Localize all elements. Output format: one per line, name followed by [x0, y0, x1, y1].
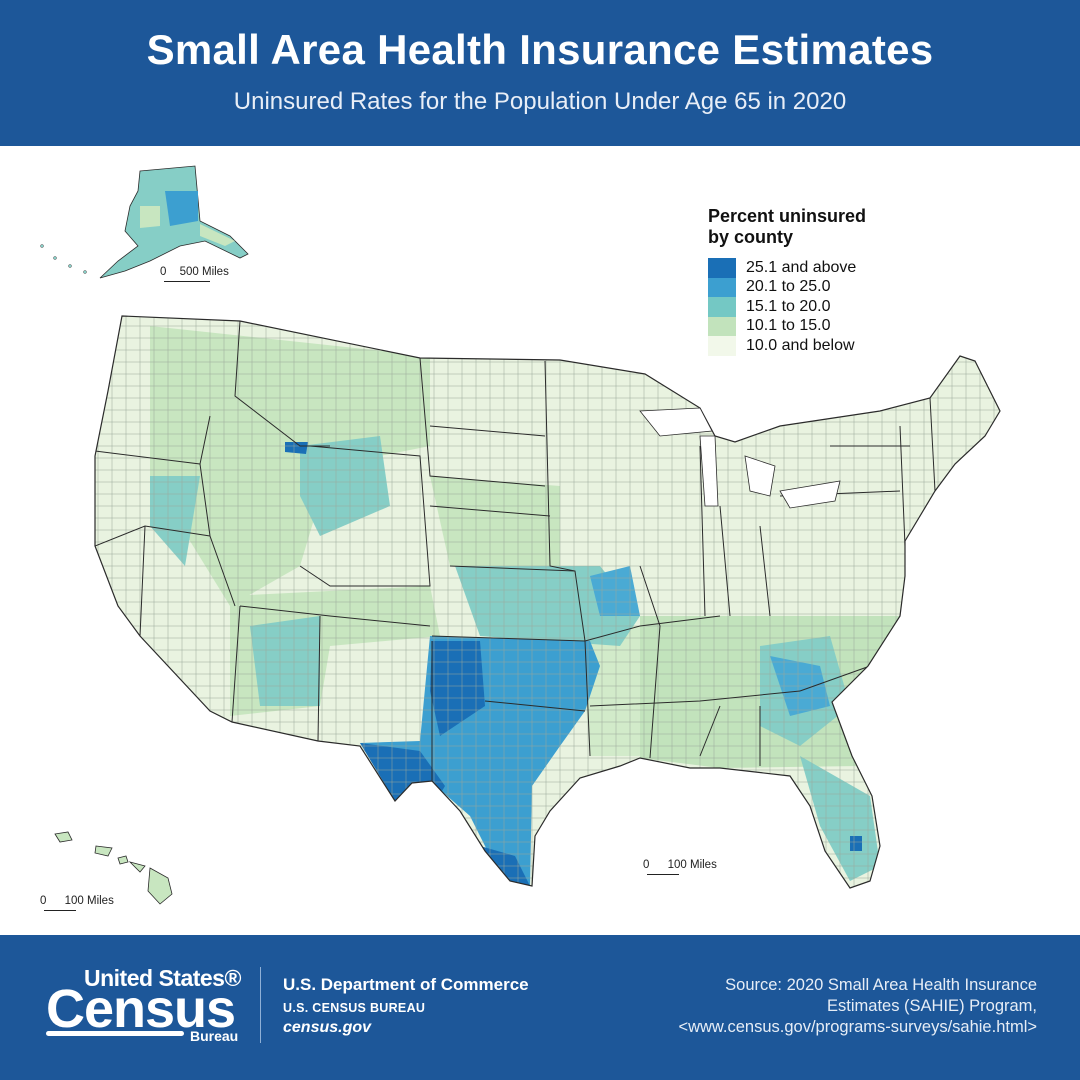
legend-item: 20.1 to 25.0	[708, 277, 928, 297]
page-title: Small Area Health Insurance Estimates	[146, 26, 934, 73]
department-name: U.S. Department of Commerce	[283, 975, 529, 994]
scale-label: 100 Miles	[667, 859, 717, 871]
map-area: Percent uninsured by county 25.1 and abo…	[0, 146, 1080, 935]
legend-title-line2: by county	[708, 227, 794, 247]
scale-label: 500 Miles	[179, 266, 229, 278]
bureau-name: U.S. CENSUS BUREAU	[283, 1001, 426, 1015]
census-logo[interactable]: United States® Census Bureau	[46, 965, 246, 1055]
hawaii-inset	[54, 831, 173, 905]
legend-label: 25.1 and above	[746, 258, 857, 276]
legend-label: 20.1 to 25.0	[746, 278, 831, 296]
hawaii-scale-bar: 0 100 Miles	[40, 895, 114, 911]
source-note: Source: 2020 Small Area Health Insurance…	[617, 975, 1037, 1038]
legend-item: 10.0 and below	[708, 336, 928, 356]
scale-zero: 0	[160, 266, 167, 278]
source-line3[interactable]: <www.census.gov/programs-surveys/sahie.h…	[678, 1018, 1037, 1036]
lower48-map	[94, 315, 1001, 889]
legend-item: 25.1 and above	[708, 258, 928, 278]
legend-title: Percent uninsured by county	[708, 206, 928, 248]
alaska-scale-bar: 0 500 Miles	[160, 266, 229, 282]
page-subtitle: Uninsured Rates for the Population Under…	[233, 88, 847, 115]
department-block: U.S. Department of Commerce U.S. CENSUS …	[283, 975, 529, 1037]
legend-swatch	[708, 316, 736, 336]
logo-line3: Bureau	[190, 1028, 239, 1044]
legend-label: 15.1 to 20.0	[746, 297, 831, 315]
us-county-map	[40, 165, 1001, 905]
legend: Percent uninsured by county 25.1 and abo…	[708, 206, 928, 356]
scale-zero: 0	[643, 859, 650, 871]
legend-item: 15.1 to 20.0	[708, 297, 928, 317]
logo-swoosh	[46, 1031, 184, 1036]
source-line2: Estimates (SAHIE) Program,	[827, 997, 1037, 1015]
legend-items: 25.1 and above 20.1 to 25.0 15.1 to 20.0 10…	[708, 258, 928, 356]
source-line1: Source: 2020 Small Area Health Insurance	[725, 976, 1037, 994]
legend-item: 10.1 to 15.0	[708, 316, 928, 336]
website-link[interactable]: census.gov	[283, 1019, 372, 1036]
legend-swatch	[708, 297, 736, 317]
legend-swatch	[708, 336, 736, 356]
legend-title-line1: Percent uninsured	[708, 206, 867, 226]
conus-scale-bar: 0 100 Miles	[643, 859, 717, 875]
header-banner: Small Area Health Insurance Estimates Un…	[0, 0, 1080, 146]
legend-swatch	[708, 258, 736, 278]
legend-label: 10.1 to 15.0	[746, 317, 831, 335]
legend-swatch	[708, 277, 736, 297]
footer-banner: United States® Census Bureau U.S. Depart…	[0, 935, 1080, 1080]
logo-line1: United States®	[84, 965, 241, 991]
scale-zero: 0	[40, 895, 47, 907]
alaska-inset	[40, 165, 249, 279]
logo-line2: Census	[46, 979, 236, 1039]
legend-label: 10.0 and below	[746, 336, 855, 354]
scale-label: 100 Miles	[64, 895, 114, 907]
footer-divider	[260, 967, 261, 1043]
